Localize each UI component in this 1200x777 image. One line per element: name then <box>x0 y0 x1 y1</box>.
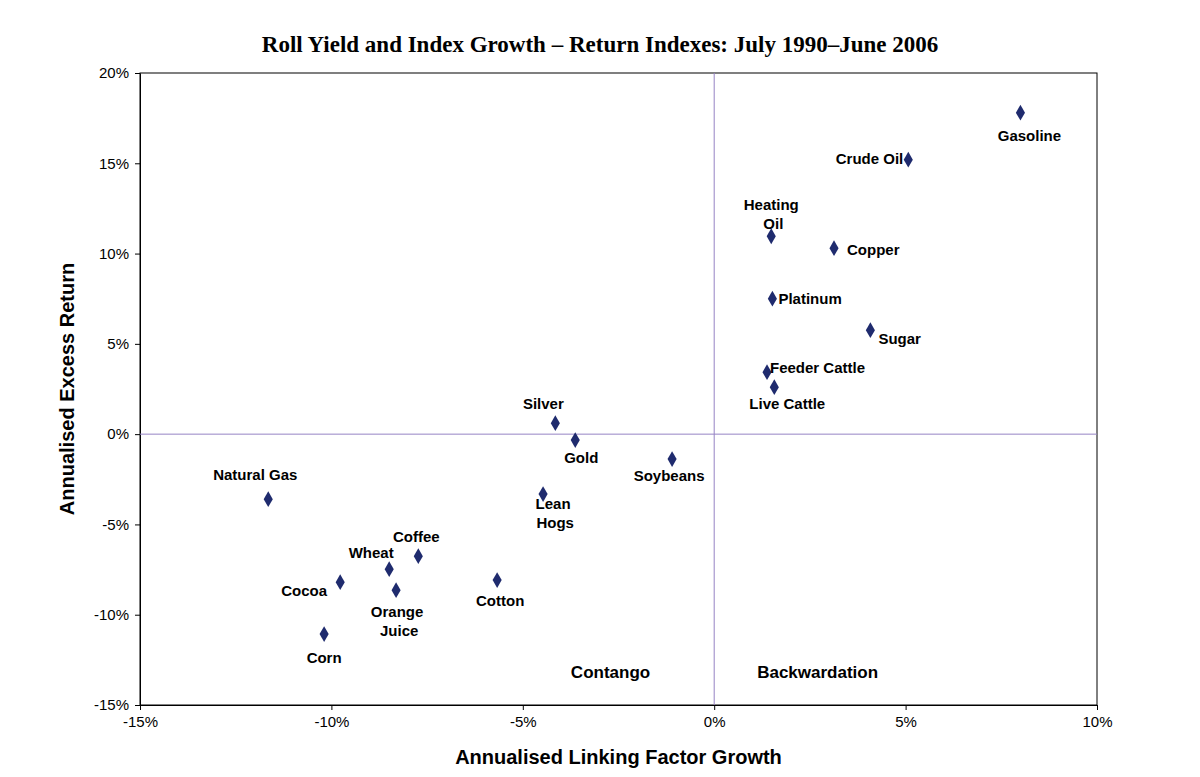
tick-label: 5% <box>895 713 917 730</box>
tick-mark <box>523 705 524 710</box>
point-label: Feeder Cattle <box>770 359 865 376</box>
point-label-line: Orange <box>371 603 424 620</box>
zero-line-y <box>140 434 1097 435</box>
tick-label: -5% <box>510 713 537 730</box>
tick-mark <box>135 73 140 74</box>
scatter-point <box>551 415 560 431</box>
scatter-point <box>1016 105 1025 121</box>
tick: -10% <box>94 606 140 623</box>
scatter-point <box>770 379 779 395</box>
y-axis-title: Annualised Excess Return <box>56 263 78 515</box>
tick-mark <box>331 705 332 710</box>
scatter-point <box>493 572 502 588</box>
plot-area <box>140 73 1097 705</box>
scatter-point <box>668 451 677 467</box>
tick-label: -15% <box>123 713 158 730</box>
point-label-line: Lean <box>536 495 571 512</box>
tick-mark <box>135 434 140 435</box>
tick: 0% <box>704 705 726 730</box>
tick-mark <box>135 524 140 525</box>
tick: -5% <box>510 705 537 730</box>
point-label: Crude Oil <box>836 150 904 167</box>
point-label: Corn <box>307 649 342 666</box>
scatter-point <box>829 240 838 256</box>
tick: 15% <box>99 155 140 172</box>
annotation: Backwardation <box>757 663 878 682</box>
tick: 0% <box>107 425 140 442</box>
tick-label: 10% <box>1082 713 1112 730</box>
annotation: Contango <box>571 663 650 682</box>
tick-label: -15% <box>94 696 129 713</box>
x-axis: -15% -10% -5% 0% 5% 10% <box>123 705 1113 730</box>
point-label: Cocoa <box>281 582 328 599</box>
point-label: Wheat <box>349 544 394 561</box>
scatter-point <box>392 582 401 598</box>
point-label: Cotton <box>476 592 524 609</box>
scatter-point <box>320 626 329 642</box>
tick-label: 20% <box>99 64 129 81</box>
tick-label: 5% <box>107 335 129 352</box>
point-label: Heating Oil <box>744 196 799 232</box>
tick-label: -5% <box>102 516 129 533</box>
point-label: Gold <box>564 449 598 466</box>
tick-label: -10% <box>314 713 349 730</box>
chart-svg: Roll Yield and Index Growth – Return Ind… <box>0 0 1200 777</box>
point-label-line: Juice <box>376 622 419 639</box>
tick-mark <box>140 705 141 710</box>
point-label: Gasoline <box>998 127 1061 144</box>
point-label: Sugar <box>878 330 921 347</box>
scatter-point <box>866 322 875 338</box>
point-label: Coffee <box>393 528 440 545</box>
scatter-point <box>264 491 273 507</box>
scatter-point <box>904 152 913 168</box>
point-label: Soybeans <box>634 467 705 484</box>
tick-label: 10% <box>99 245 129 262</box>
x-axis-title: Annualised Linking Factor Growth <box>455 746 782 768</box>
point-label: Orange Juice <box>371 603 424 639</box>
point-label: Silver <box>523 395 564 412</box>
tick: 10% <box>1082 705 1112 730</box>
tick-mark <box>135 615 140 616</box>
point-label: Natural Gas <box>213 466 297 483</box>
point-label-line: Oil <box>759 215 783 232</box>
chart-container: Roll Yield and Index Growth – Return Ind… <box>0 0 1200 777</box>
tick-label: 0% <box>107 425 129 442</box>
tick-mark <box>135 344 140 345</box>
scatter-point <box>414 548 423 564</box>
tick: -5% <box>102 516 140 533</box>
point-label-line: Heating <box>744 196 799 213</box>
tick-mark <box>135 254 140 255</box>
point-label-line: Hogs <box>532 514 574 531</box>
chart-title: Roll Yield and Index Growth – Return Ind… <box>262 32 938 57</box>
tick-label: 15% <box>99 155 129 172</box>
tick-label: 0% <box>704 713 726 730</box>
tick-mark <box>135 705 140 706</box>
plot-frame <box>140 73 1097 705</box>
tick: 10% <box>99 245 140 262</box>
scatter-point <box>571 432 580 448</box>
point-label: Platinum <box>778 290 841 307</box>
y-axis: -15% -10% -5% 0% 5% 10% 15% 20% <box>94 64 141 713</box>
point-label: Copper <box>847 241 900 258</box>
tick: 5% <box>107 335 140 352</box>
scatter-point <box>336 574 345 590</box>
tick-mark <box>135 163 140 164</box>
tick: -15% <box>94 696 140 713</box>
tick: 20% <box>99 64 140 81</box>
scatter-point <box>385 561 394 577</box>
zero-line-x <box>714 73 715 705</box>
tick-mark <box>906 705 907 710</box>
tick-mark <box>714 705 715 710</box>
point-label: Lean Hogs <box>532 495 574 531</box>
point-label: Live Cattle <box>749 395 825 412</box>
tick: 5% <box>895 705 917 730</box>
tick-label: -10% <box>94 606 129 623</box>
scatter-point <box>768 291 777 307</box>
tick: -10% <box>314 705 349 730</box>
tick-mark <box>1097 705 1098 710</box>
point-labels: Gasoline Crude Oil Heating Oil Copper Platin… <box>213 127 1061 666</box>
